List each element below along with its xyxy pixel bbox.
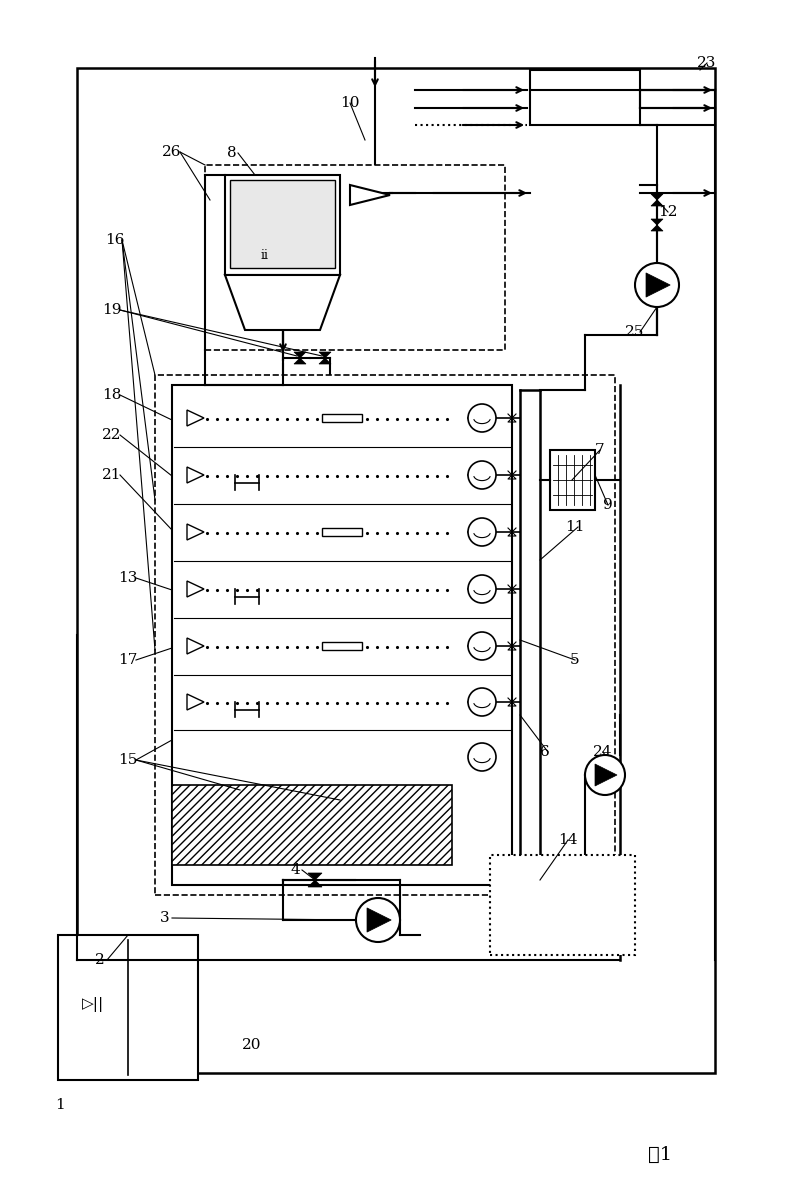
Circle shape — [468, 688, 496, 716]
Text: 5: 5 — [570, 653, 580, 667]
Polygon shape — [187, 694, 204, 710]
Text: 20: 20 — [242, 1038, 262, 1052]
Text: 3: 3 — [160, 911, 170, 924]
Text: 8: 8 — [227, 146, 237, 159]
Text: 17: 17 — [118, 653, 138, 667]
Polygon shape — [187, 410, 204, 426]
Bar — [550, 450, 595, 510]
Polygon shape — [294, 353, 306, 359]
Text: 图1: 图1 — [648, 1146, 672, 1164]
Text: 26: 26 — [162, 145, 182, 159]
Bar — [172, 785, 452, 864]
Text: 4: 4 — [290, 863, 300, 876]
Polygon shape — [308, 880, 322, 887]
Polygon shape — [350, 185, 390, 205]
Circle shape — [468, 518, 496, 546]
Polygon shape — [308, 873, 322, 880]
Text: 13: 13 — [118, 571, 138, 585]
Bar — [322, 414, 362, 422]
Text: 23: 23 — [698, 56, 717, 70]
Circle shape — [468, 404, 496, 432]
Circle shape — [635, 263, 679, 307]
Polygon shape — [651, 194, 663, 200]
Text: 25: 25 — [626, 325, 645, 339]
Bar — [530, 70, 640, 125]
Text: 24: 24 — [594, 745, 613, 759]
Text: 22: 22 — [102, 428, 122, 442]
Text: 15: 15 — [118, 753, 138, 767]
Bar — [155, 375, 615, 894]
Bar — [490, 855, 635, 954]
Circle shape — [468, 576, 496, 603]
Circle shape — [468, 743, 496, 771]
Text: 18: 18 — [102, 388, 122, 402]
Bar — [230, 180, 335, 269]
Polygon shape — [319, 359, 331, 364]
Text: 21: 21 — [102, 468, 122, 482]
Bar — [225, 175, 340, 275]
Polygon shape — [294, 359, 306, 364]
Polygon shape — [319, 353, 331, 359]
Text: 11: 11 — [566, 520, 585, 534]
Text: ii: ii — [261, 248, 269, 261]
Bar — [205, 165, 505, 350]
Text: 1: 1 — [55, 1098, 65, 1111]
Text: ▷||: ▷|| — [82, 998, 104, 1012]
Polygon shape — [187, 582, 204, 597]
Circle shape — [468, 460, 496, 489]
Polygon shape — [651, 219, 663, 225]
Text: 14: 14 — [558, 833, 578, 846]
Polygon shape — [651, 225, 663, 231]
Bar — [172, 385, 512, 885]
Text: 2: 2 — [95, 953, 105, 968]
Polygon shape — [225, 275, 340, 330]
Circle shape — [468, 632, 496, 659]
Polygon shape — [187, 638, 204, 653]
Bar — [322, 528, 362, 536]
Polygon shape — [187, 466, 204, 483]
Circle shape — [356, 898, 400, 942]
Bar — [77, 68, 715, 1073]
Text: 19: 19 — [102, 303, 122, 317]
Text: 12: 12 — [658, 205, 678, 219]
Text: 9: 9 — [603, 498, 613, 512]
Bar — [322, 641, 362, 650]
Polygon shape — [187, 524, 204, 540]
Polygon shape — [646, 273, 670, 297]
Bar — [58, 935, 198, 1080]
Polygon shape — [651, 200, 663, 206]
Text: 7: 7 — [595, 442, 605, 457]
Text: 6: 6 — [540, 745, 550, 759]
Polygon shape — [367, 908, 391, 932]
Text: 16: 16 — [106, 233, 125, 247]
Circle shape — [585, 755, 625, 795]
Text: 10: 10 — [340, 96, 360, 110]
Polygon shape — [595, 764, 617, 787]
